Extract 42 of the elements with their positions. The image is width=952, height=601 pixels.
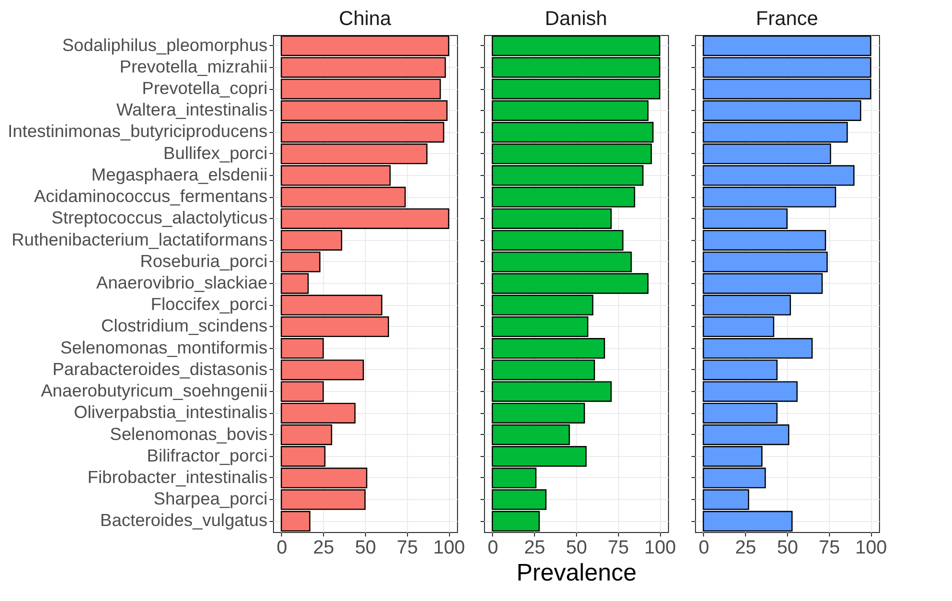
y-tick-label: Sharpea_porci: [154, 488, 268, 509]
y-tick-label: Streptococcus_alactolyticus: [52, 208, 268, 228]
y-tick-label: Selenomonas_bovis: [110, 424, 268, 444]
x-tick-label: 25: [735, 538, 756, 558]
x-tick-label: 25: [524, 538, 546, 558]
y-tick-label: Bullifex_porci: [163, 142, 268, 163]
x-tick-label: 100: [433, 538, 465, 558]
x-tick-label: 100: [855, 538, 887, 558]
x-tick-label: 75: [396, 538, 418, 558]
x-tick-label: 100: [644, 538, 676, 558]
y-tick-label: Floccifex_porci: [150, 294, 268, 314]
y-tick-label: Clostridium_scindens: [101, 316, 268, 336]
x-tick-label: 0: [488, 538, 498, 558]
x-tick-label: 0: [276, 538, 288, 558]
y-tick-label: Oliverpabstia_intestinalis: [74, 402, 268, 422]
y-tick-label: Anaerobutyricum_soehngenii: [40, 380, 268, 401]
y-tick-label: Anaerovibrio_slackiae: [96, 272, 268, 292]
y-tick-label: Prevotella_copri: [142, 78, 268, 98]
y-tick-label: Acidaminococcus_fermentans: [34, 186, 268, 206]
y-tick-label: Sodaliphilus_pleomorphus: [62, 34, 268, 55]
y-tick-label: Waltera_intestinalis: [116, 100, 268, 120]
x-tick-label: 50: [354, 538, 376, 558]
y-tick-label: Fibrobacter_intestinalis: [88, 466, 268, 487]
x-tick-label: 75: [818, 538, 840, 558]
chart-title: China: [338, 8, 392, 30]
x-tick-label: 50: [776, 538, 798, 558]
y-tick-label: Parabacteroides_distasonis: [52, 358, 268, 379]
y-tick-label: Selenomonas_montiformis: [60, 337, 268, 358]
y-tick-label: Prevotella_mizrahii: [120, 56, 268, 76]
x-axis-title: Prevalence: [516, 560, 637, 586]
y-tick-label: Intestinimonas_butyriciproducens: [8, 121, 268, 142]
y-tick-label: Roseburia_porci: [140, 250, 268, 271]
x-tick-label: 50: [566, 538, 588, 558]
chart-title: Danish: [544, 8, 608, 30]
chart-title: France: [756, 8, 818, 30]
y-tick-label: Bacteroides_vulgatus: [100, 510, 268, 530]
x-tick-label: 75: [608, 538, 629, 558]
x-tick-label: 0: [698, 538, 710, 558]
y-tick-label: Ruthenibacterium_lactatiformans: [12, 229, 268, 250]
x-tick-label: 25: [313, 538, 334, 558]
y-tick-label: Megasphaera_elsdenii: [91, 164, 268, 184]
y-tick-label: Bilifractor_porci: [146, 445, 268, 466]
